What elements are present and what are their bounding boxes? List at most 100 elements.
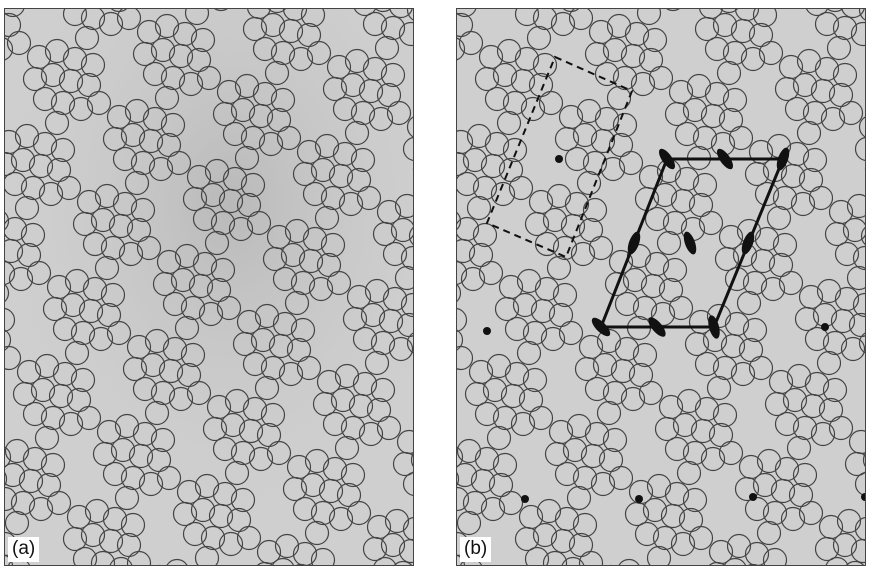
ring bbox=[210, 210, 236, 236]
ring bbox=[350, 100, 376, 126]
ring bbox=[764, 391, 790, 417]
ring bbox=[457, 308, 468, 332]
ring bbox=[466, 123, 492, 149]
ring bbox=[682, 97, 708, 123]
ring bbox=[98, 11, 124, 37]
ring bbox=[584, 41, 610, 67]
twofold-axis-symbol bbox=[683, 231, 697, 255]
ring bbox=[70, 320, 96, 346]
circle-cluster bbox=[609, 558, 640, 565]
ring bbox=[50, 137, 76, 163]
ring bbox=[848, 429, 865, 455]
ring bbox=[32, 86, 58, 112]
circle-cluster bbox=[457, 438, 524, 536]
ring bbox=[682, 487, 708, 513]
circle-cluster bbox=[664, 73, 754, 171]
ring bbox=[642, 27, 668, 53]
ring bbox=[234, 145, 260, 171]
ring bbox=[332, 96, 358, 122]
ring bbox=[780, 506, 806, 532]
ring bbox=[26, 260, 52, 286]
ring bbox=[534, 231, 560, 257]
ring bbox=[704, 36, 730, 62]
circle-cluster bbox=[636, 9, 680, 26]
ring bbox=[132, 376, 158, 402]
ring bbox=[841, 9, 865, 19]
ring bbox=[642, 497, 668, 523]
panel-label-b: (b) bbox=[460, 537, 492, 562]
ring bbox=[78, 298, 104, 324]
circle-cluster bbox=[794, 278, 865, 376]
ring bbox=[598, 447, 624, 473]
ring bbox=[796, 120, 822, 146]
ring bbox=[70, 367, 96, 393]
ring bbox=[248, 103, 274, 129]
ring bbox=[830, 308, 856, 334]
ring bbox=[550, 11, 576, 37]
ring bbox=[826, 9, 844, 13]
ring bbox=[364, 278, 390, 304]
ring bbox=[364, 350, 390, 376]
ring bbox=[719, 9, 739, 14]
ring bbox=[706, 375, 732, 401]
ring bbox=[342, 306, 368, 332]
ring bbox=[370, 330, 396, 356]
ring bbox=[488, 472, 514, 498]
ring bbox=[5, 238, 24, 264]
ring bbox=[606, 13, 632, 39]
ring bbox=[302, 181, 328, 207]
ring bbox=[306, 40, 332, 66]
ring bbox=[694, 16, 720, 42]
ring bbox=[816, 350, 842, 376]
ring bbox=[86, 90, 112, 116]
ring bbox=[457, 329, 464, 351]
ring bbox=[292, 496, 318, 522]
ring bbox=[610, 358, 636, 384]
circle-cluster bbox=[312, 363, 402, 461]
ring bbox=[772, 232, 798, 258]
circle-cluster bbox=[734, 448, 824, 546]
ring bbox=[524, 546, 550, 565]
twofold-axis-symbol bbox=[627, 231, 641, 255]
pattern-canvas-b bbox=[457, 9, 865, 565]
ring bbox=[172, 501, 198, 527]
ring bbox=[564, 146, 590, 172]
ring bbox=[486, 425, 512, 451]
ring bbox=[457, 151, 470, 177]
ring bbox=[472, 222, 498, 248]
circle-cluster bbox=[624, 473, 714, 565]
ring bbox=[666, 9, 680, 12]
ring bbox=[110, 437, 136, 463]
ring bbox=[109, 556, 133, 565]
ring bbox=[340, 415, 366, 441]
ring bbox=[472, 175, 498, 201]
lattice-point-dot bbox=[483, 327, 491, 335]
ring bbox=[230, 97, 256, 123]
ring bbox=[522, 320, 548, 346]
ring bbox=[284, 290, 310, 316]
ring bbox=[180, 295, 206, 321]
ring bbox=[622, 267, 648, 293]
ring bbox=[246, 210, 272, 236]
ring bbox=[300, 9, 326, 28]
ring bbox=[688, 525, 714, 551]
ring bbox=[5, 510, 30, 536]
ring bbox=[502, 90, 528, 116]
ring bbox=[106, 320, 132, 346]
ring bbox=[150, 37, 176, 63]
ring bbox=[46, 490, 72, 516]
circle-cluster bbox=[764, 363, 854, 461]
ring bbox=[98, 528, 124, 554]
panel-a: (a) bbox=[4, 8, 414, 566]
ring bbox=[210, 257, 236, 283]
ring bbox=[344, 48, 370, 74]
ring bbox=[88, 326, 114, 352]
ring bbox=[566, 413, 592, 439]
ring bbox=[394, 265, 413, 291]
ring bbox=[714, 246, 740, 272]
ring bbox=[600, 156, 626, 182]
ring bbox=[142, 61, 168, 87]
ring bbox=[188, 273, 214, 299]
ring bbox=[240, 172, 266, 198]
ring bbox=[362, 536, 388, 562]
